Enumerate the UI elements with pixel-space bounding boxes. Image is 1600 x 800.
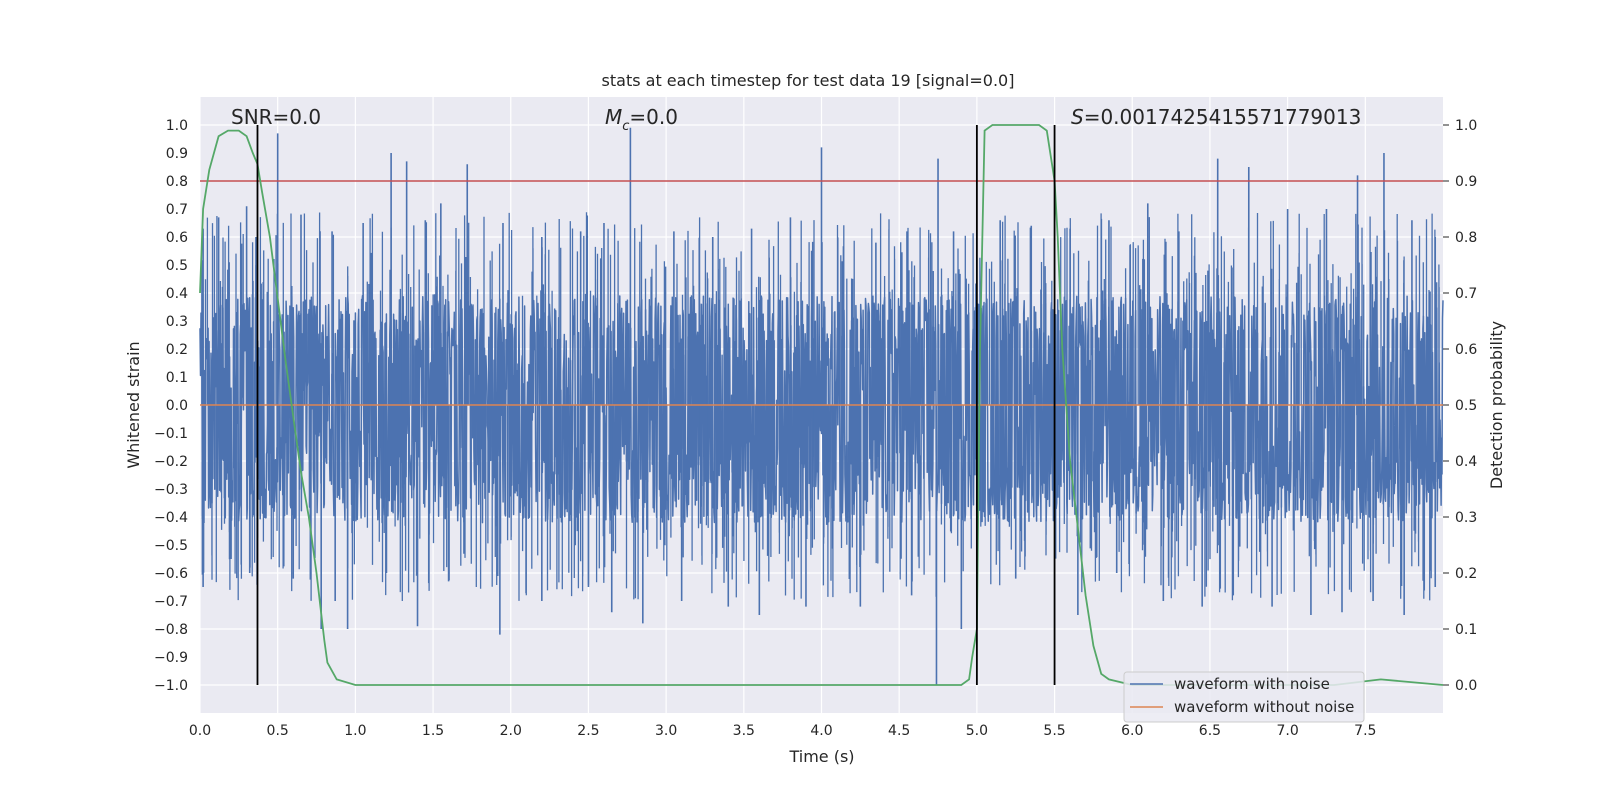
y2-tick-label: 1.0	[1455, 118, 1477, 134]
annotation-s-symbol: S	[1071, 105, 1084, 129]
legend-label-with-noise: waveform with noise	[1174, 675, 1330, 693]
x-tick-label: 2.5	[577, 723, 599, 739]
y-tick-label: 0.1	[166, 370, 188, 386]
y-tick-label: 0.8	[166, 174, 188, 190]
y-tick-label: −0.6	[154, 566, 188, 582]
x-tick-label: 2.0	[500, 723, 522, 739]
x-tick-label: 0.0	[189, 723, 211, 739]
y-tick-label: −1.0	[154, 678, 188, 694]
x-tick-label: 0.5	[267, 723, 289, 739]
y-tick-label: −0.1	[154, 426, 188, 442]
annotation-s: S=0.0017425415571779013	[1071, 105, 1361, 129]
y2-axis-label: Detection probability	[1487, 321, 1506, 489]
y-axis-label: Whitened strain	[124, 341, 143, 468]
annotation-snr: SNR=0.0	[231, 105, 321, 129]
y-tick-label: −0.8	[154, 622, 188, 638]
y2-tick-label: 0.4	[1455, 454, 1477, 470]
series-waveform-with-noise	[199, 295, 1444, 524]
series-detection-probability	[199, 124, 1444, 686]
annotation-mc-subscript: c	[622, 119, 629, 134]
y2-tick-label: 0.9	[1455, 174, 1477, 190]
y2-ticks: 1.0 0.9 0.8 0.7 0.6 0.5 0.4 0.3 0.2 0.1 0.0	[1443, 118, 1477, 694]
x-tick-label: 1.0	[344, 723, 366, 739]
x-tick-label: 5.5	[1043, 723, 1065, 739]
annotation-mc: Mc=0.0	[605, 105, 678, 134]
y-tick-label: 0.6	[166, 230, 188, 246]
y2-tick-label: 0.5	[1455, 398, 1477, 414]
x-tick-label: 3.5	[733, 723, 755, 739]
x-tick-label: 7.0	[1276, 723, 1298, 739]
legend-label-without-noise: waveform without noise	[1174, 698, 1354, 716]
x-ticks: 0.0 0.5 1.0 1.5 2.0 2.5 3.0 3.5 4.0 4.5 5.0 5.5 6.0 6…	[189, 723, 1377, 739]
chart-title: stats at each timestep for test data 19 …	[602, 71, 1015, 90]
annotation-mc-value: =0.0	[629, 105, 678, 129]
legend: waveform with noise waveform without noi…	[1123, 671, 1365, 723]
legend-box	[1123, 671, 1365, 723]
y2-tick-label: 0.6	[1455, 342, 1477, 358]
y2-tick-label: 0.2	[1455, 566, 1477, 582]
y-ticks: 1.0 0.9 0.8 0.7 0.6 0.5 0.4 0.3 0.2 0.1 0.0 −0.1 −0.…	[154, 118, 188, 694]
y-tick-label: −0.7	[154, 594, 188, 610]
x-tick-label: 6.5	[1199, 723, 1221, 739]
y-tick-label: 0.7	[166, 202, 188, 218]
y-tick-label: −0.3	[154, 482, 188, 498]
y2-tick-label: 0.7	[1455, 286, 1477, 302]
y-tick-label: 0.0	[166, 398, 188, 414]
x-tick-label: 7.5	[1354, 723, 1376, 739]
y-tick-label: 0.2	[166, 342, 188, 358]
y2-tick-label: 0.8	[1455, 230, 1477, 246]
x-tick-label: 1.5	[422, 723, 444, 739]
y-tick-label: 0.9	[166, 146, 188, 162]
y-tick-label: −0.4	[154, 510, 188, 526]
x-tick-label: 4.0	[810, 723, 832, 739]
y-tick-label: −0.5	[154, 538, 188, 554]
y-tick-label: 0.5	[166, 258, 188, 274]
y-tick-label: 0.4	[166, 286, 188, 302]
annotation-mc-symbol: M	[605, 105, 622, 129]
y-tick-label: 1.0	[166, 118, 188, 134]
y2-tick-label: 0.1	[1455, 622, 1477, 638]
y2-tick-label: 0.0	[1455, 678, 1477, 694]
overlay	[199, 124, 1444, 686]
annotation-s-value: =0.0017425415571779013	[1084, 105, 1362, 129]
x-tick-label: 4.5	[888, 723, 910, 739]
y-tick-label: −0.2	[154, 454, 188, 470]
y-tick-label: −0.9	[154, 650, 188, 666]
x-tick-label: 5.0	[966, 723, 988, 739]
y2-tick-label: 0.3	[1455, 510, 1477, 526]
x-tick-label: 3.0	[655, 723, 677, 739]
y-tick-label: 0.3	[166, 314, 188, 330]
x-axis-label: Time (s)	[788, 747, 854, 766]
series-layer	[199, 127, 1444, 685]
x-tick-label: 6.0	[1121, 723, 1143, 739]
